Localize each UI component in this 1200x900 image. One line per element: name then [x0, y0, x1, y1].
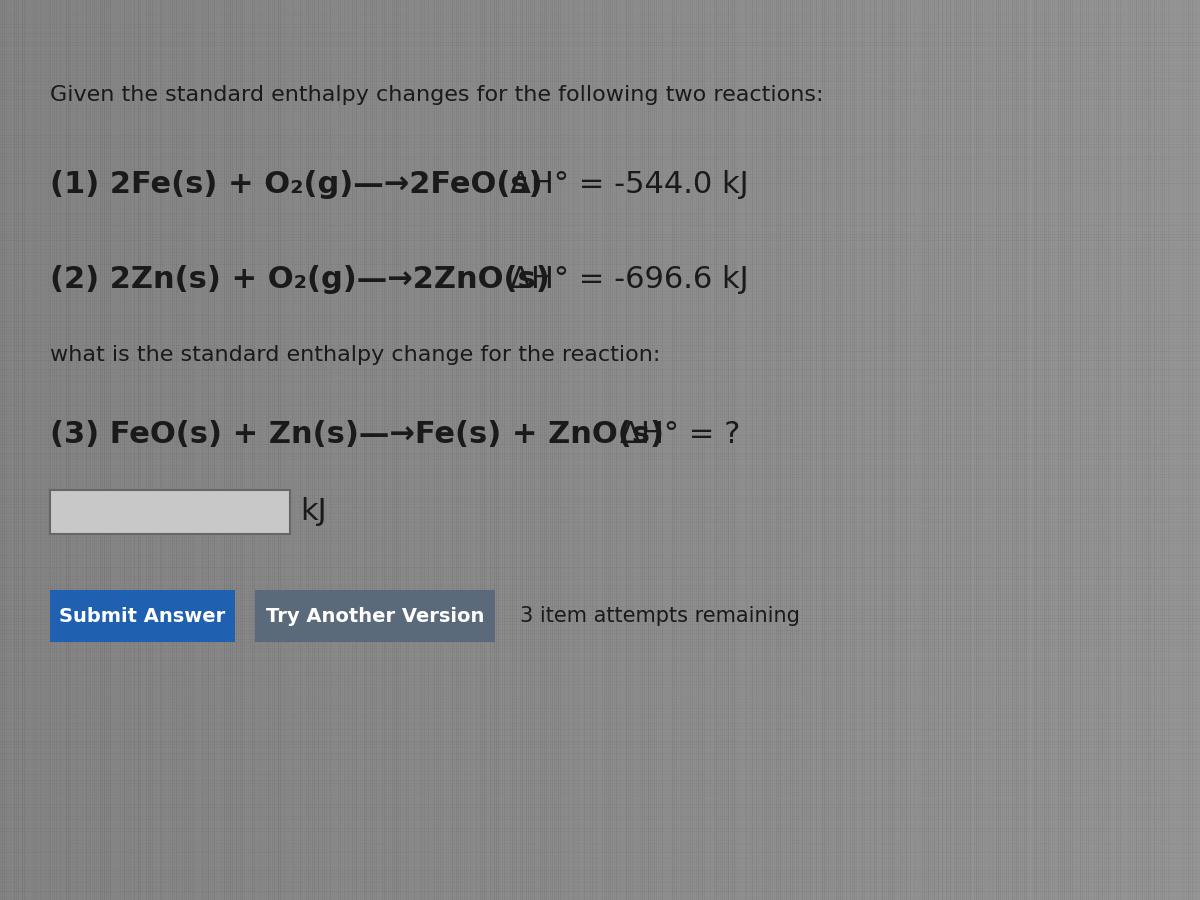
- Text: Given the standard enthalpy changes for the following two reactions:: Given the standard enthalpy changes for …: [50, 85, 823, 105]
- Text: (1) 2Fe(s) + O₂(g)—→2FeO(s): (1) 2Fe(s) + O₂(g)—→2FeO(s): [50, 170, 542, 199]
- Text: ΔH° = -696.6 kJ: ΔH° = -696.6 kJ: [510, 265, 749, 294]
- Text: Submit Answer: Submit Answer: [59, 607, 226, 625]
- Text: what is the standard enthalpy change for the reaction:: what is the standard enthalpy change for…: [50, 345, 660, 365]
- Text: (2) 2Zn(s) + O₂(g)—→2ZnO(s): (2) 2Zn(s) + O₂(g)—→2ZnO(s): [50, 265, 550, 294]
- FancyBboxPatch shape: [50, 590, 235, 642]
- Text: ΔH° = ?: ΔH° = ?: [620, 420, 740, 449]
- FancyBboxPatch shape: [50, 490, 290, 534]
- Text: kJ: kJ: [300, 498, 326, 526]
- Text: ΔH° = -544.0 kJ: ΔH° = -544.0 kJ: [510, 170, 749, 199]
- Text: (3) FeO(s) + Zn(s)—→Fe(s) + ZnO(s): (3) FeO(s) + Zn(s)—→Fe(s) + ZnO(s): [50, 420, 664, 449]
- Text: 3 item attempts remaining: 3 item attempts remaining: [520, 606, 800, 626]
- FancyBboxPatch shape: [256, 590, 496, 642]
- Text: Try Another Version: Try Another Version: [266, 607, 484, 625]
